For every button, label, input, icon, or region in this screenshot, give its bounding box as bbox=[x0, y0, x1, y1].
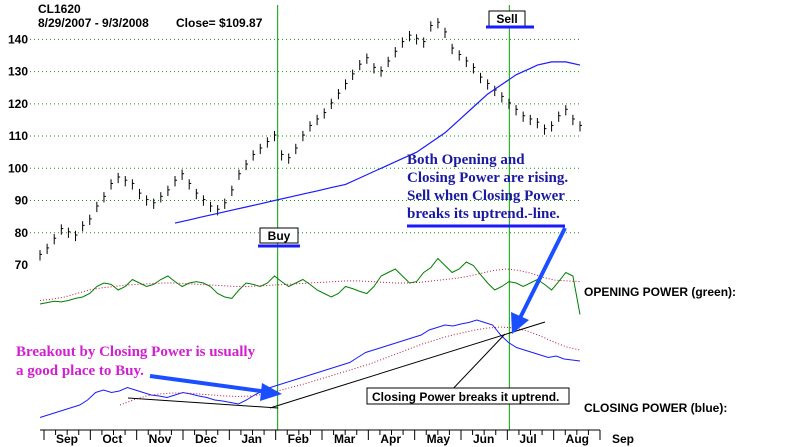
chart-symbol: CL1620 bbox=[38, 2, 81, 16]
closing-power-break-pointer bbox=[447, 333, 506, 395]
y-tick-120: 120 bbox=[8, 97, 28, 111]
x-label-dec: Dec bbox=[195, 432, 217, 446]
annotation-rising: Both Opening and Closing Power are risin… bbox=[407, 152, 568, 222]
x-label-sep: Sep bbox=[56, 432, 78, 446]
y-tick-140: 140 bbox=[8, 32, 28, 46]
x-label-sep: Sep bbox=[612, 432, 634, 446]
signal-lines bbox=[277, 5, 510, 430]
annotation-breakout-line-2: a good place to Buy. bbox=[16, 363, 144, 379]
price-y-axis: 70 80 90 100 110 120 130 140 bbox=[8, 32, 28, 272]
y-tick-90: 90 bbox=[15, 194, 29, 208]
chart-date-range: 8/29/2007 - 9/3/2008 bbox=[38, 16, 149, 30]
x-label-jan: Jan bbox=[241, 432, 262, 446]
closing-power-ma bbox=[119, 326, 581, 406]
annotation-rising-line-2: Closing Power are rising. bbox=[407, 170, 568, 186]
x-label-nov: Nov bbox=[149, 432, 172, 446]
closing-power-resistance-line bbox=[127, 397, 279, 409]
x-label-jul: Jul bbox=[519, 432, 536, 446]
price-gridlines bbox=[30, 38, 582, 234]
price-moving-average bbox=[174, 61, 581, 224]
sell-label: Sell bbox=[496, 12, 517, 26]
x-label-jun: Jun bbox=[473, 432, 494, 446]
buy-label: Buy bbox=[268, 229, 291, 243]
annotation-breakout: Breakout by Closing Power is usually a g… bbox=[16, 344, 256, 379]
annotation-rising-line-4: breaks its uptrend.-line. bbox=[407, 206, 560, 222]
y-tick-110: 110 bbox=[9, 129, 29, 143]
opening-power-label: OPENING POWER (green): bbox=[584, 285, 736, 299]
price-bars bbox=[39, 18, 582, 261]
chart-close-value: Close= $109.87 bbox=[176, 16, 263, 30]
x-axis-month-labels: Sep Oct Nov Dec Jan Feb Mar Apr May Jun Jul Aug Sep bbox=[56, 432, 634, 446]
x-label-may: May bbox=[427, 432, 451, 446]
buy-label-box bbox=[259, 227, 299, 244]
y-tick-100: 100 bbox=[8, 161, 28, 175]
opening-power-line bbox=[39, 257, 581, 315]
annotation-rising-line-1: Both Opening and bbox=[407, 152, 525, 168]
closing-power-line bbox=[39, 319, 581, 418]
y-tick-80: 80 bbox=[15, 226, 29, 240]
closing-breaks-label: Closing Power breaks it uptrend. bbox=[372, 390, 559, 404]
x-label-apr: Apr bbox=[380, 432, 401, 446]
y-tick-70: 70 bbox=[15, 258, 29, 272]
arrow-to-break bbox=[511, 227, 567, 334]
closing-power-uptrend-line bbox=[269, 321, 546, 409]
closing-power-label: CLOSING POWER (blue): bbox=[584, 401, 727, 415]
closing-breaks-box bbox=[366, 387, 570, 405]
x-axis-ticks bbox=[43, 430, 601, 440]
arrow-to-buy bbox=[149, 374, 282, 401]
x-label-mar: Mar bbox=[334, 432, 356, 446]
x-label-feb: Feb bbox=[288, 432, 309, 446]
x-label-aug: Aug bbox=[566, 432, 589, 446]
annotation-breakout-line-1: Breakout by Closing Power is usually bbox=[16, 344, 256, 360]
annotation-rising-line-3: Sell when Closing Power bbox=[407, 188, 565, 204]
y-tick-130: 130 bbox=[8, 65, 28, 79]
x-label-oct: Oct bbox=[102, 432, 122, 446]
